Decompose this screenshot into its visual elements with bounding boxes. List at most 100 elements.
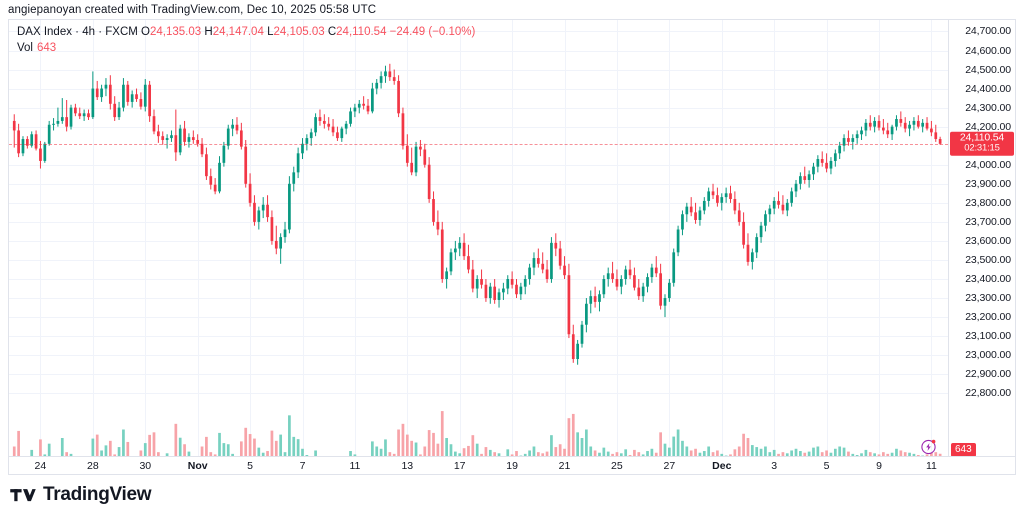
candle-body [279,237,283,249]
candle-body [288,183,291,230]
time-axis-label: 21 [558,460,571,472]
volume-bar [825,450,828,456]
candle-body [812,166,815,175]
candle-body [331,126,335,133]
price-axis-label: 24,000.00 [965,158,1011,171]
candle-body [196,139,200,144]
volume-bar [95,434,99,456]
volume-bar [218,432,221,456]
chart-plot-area[interactable] [9,20,948,456]
volume-bar [916,455,920,456]
candle-body [790,191,793,203]
volume-bar [410,440,414,456]
legend-volume-key[interactable]: Vol [17,42,33,54]
candle-body [676,229,680,253]
candle-body [108,84,112,104]
price-axis-label: 22,900.00 [965,368,1011,381]
price-axis-label: 23,800.00 [965,196,1011,209]
price-gridline [9,355,948,357]
volume-badge[interactable]: 643 [951,443,976,457]
volume-bar [288,415,291,456]
candle-body [737,210,741,222]
candle-body [436,221,440,230]
volume-bar [851,453,855,456]
candle-body [34,134,38,149]
candle-body [467,256,470,270]
time-axis-label: 19 [506,460,518,472]
volume-bar [571,413,575,456]
candle-body [873,120,876,127]
volume-bar [397,429,400,456]
time-axis-label: 30 [139,460,152,472]
candle-body [628,269,632,276]
volume-bar [615,452,619,456]
tradingview-logo[interactable]: TradingView [10,484,152,506]
volume-bar [152,432,156,456]
volume-bar [611,453,614,456]
volume-bar [449,444,453,456]
volume-bar [654,452,658,456]
time-axis[interactable]: 24 28 30 Nov 5 7 11 13 17 19 21 25 27 Dec 3 5 9 11 [9,456,1015,474]
candle-body [458,242,462,249]
volume-bar [353,454,357,456]
volume-bar [694,448,697,456]
candle-body [860,130,863,135]
candle-body [244,146,248,184]
time-axis-label: 9 [876,460,882,472]
candle-body [157,131,160,137]
lightning-bolt-icon[interactable] [920,438,937,455]
volume-bar [471,435,475,456]
volume-bar [536,452,540,456]
candle-body [130,94,134,102]
volume-bar [510,454,514,456]
candle-body [545,269,549,280]
candle-body [903,122,907,129]
price-axis-label: 23,900.00 [965,177,1011,190]
candle-body [318,117,322,121]
volume-bar [493,452,497,456]
price-gridline [9,336,948,338]
candle-body [598,294,601,302]
volume-bar [938,453,942,456]
candle-body [523,279,527,287]
time-gridline [40,20,42,456]
volume-bar [279,434,283,456]
candle-body [528,267,531,280]
candle-body [39,148,42,161]
candle-body [135,94,138,100]
volume-bar [91,438,95,456]
legend-interval[interactable]: 4h [82,26,96,38]
volume-bar [794,448,798,456]
time-gridline [197,20,199,456]
candle-body [375,82,379,89]
candle-body [152,116,156,132]
volume-bar [873,453,876,456]
volume-bar [781,452,785,456]
time-axis-label: 11 [925,460,937,472]
volume-bar [580,438,584,456]
bar-countdown: 02:31:15 [964,142,1000,154]
chart-legend: DAX Index · 4h · FXCM O24,135.03 H24,147… [17,25,475,56]
price-axis[interactable]: 24,700.00 24,600.00 24,500.00 24,400.00 24,3… [948,20,1015,457]
volume-bar [200,446,204,456]
price-axis-label: 24,700.00 [965,25,1011,38]
price-axis-label: 23,300.00 [965,292,1011,305]
volume-bar [423,446,427,456]
volume-bar [541,453,545,456]
candle-body [440,229,444,280]
candle-body [309,132,313,139]
volume-bar [729,454,732,456]
volume-bar [558,444,562,456]
candle-body [419,146,422,150]
candle-body [379,76,383,83]
candle-body [384,71,387,77]
volume-bar [384,439,387,456]
candle-body [558,248,562,266]
volume-bar [676,429,680,456]
candle-body [833,153,837,161]
candle-body [25,139,29,146]
legend-symbol[interactable]: DAX Index [17,26,72,38]
volume-bar [392,453,396,456]
current-price-badge[interactable]: 24,110.54 02:31:15 [950,131,1014,156]
candle-body [475,279,479,289]
